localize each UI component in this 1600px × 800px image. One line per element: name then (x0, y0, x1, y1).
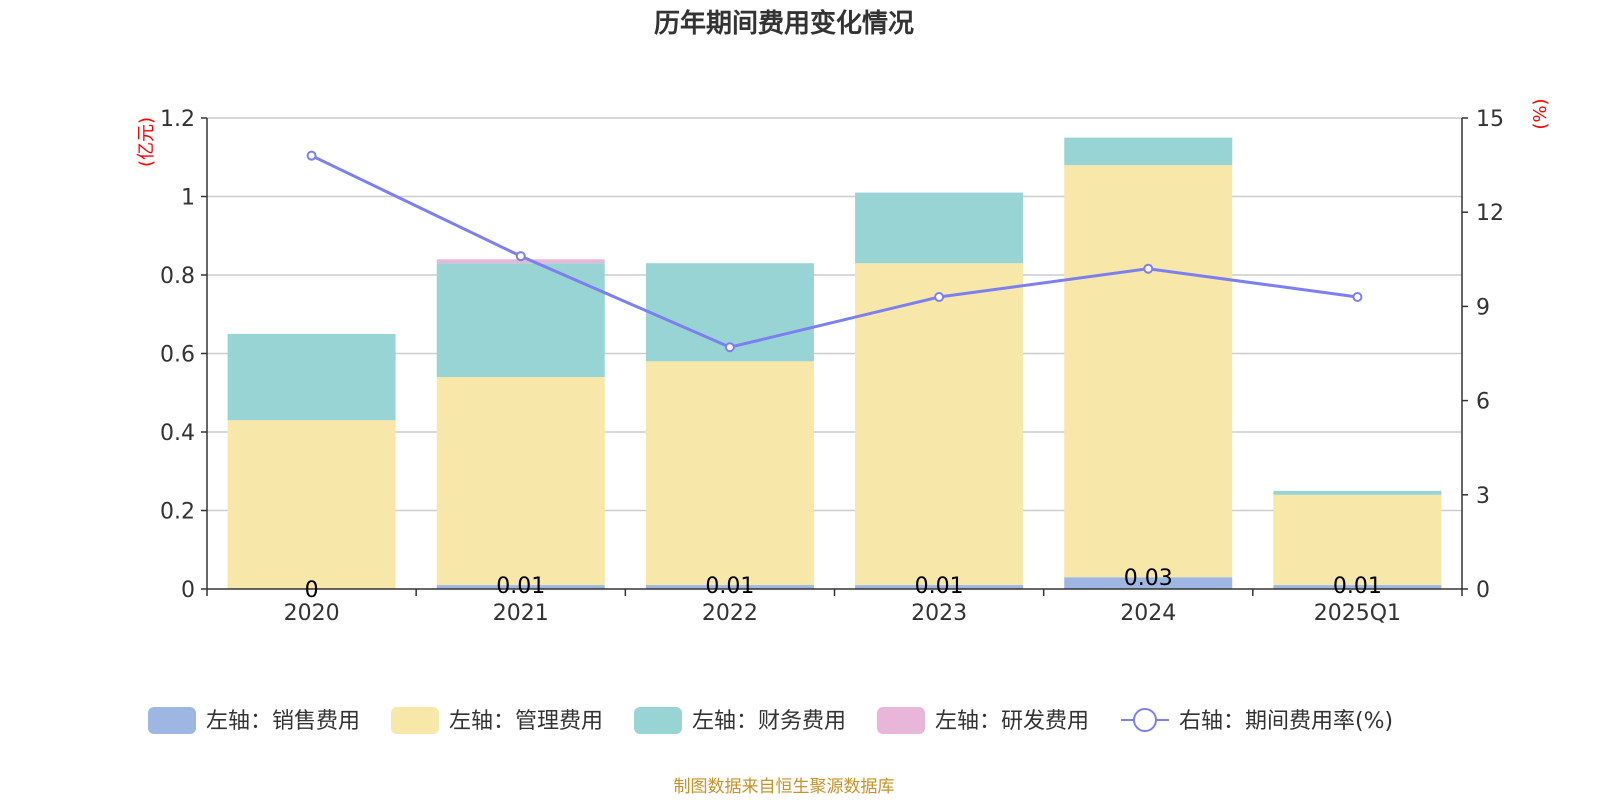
left-axis-tick-label: 1 (181, 186, 195, 211)
left-axis-tick-label: 0.4 (160, 421, 195, 446)
legend-label: 左轴：销售费用 (206, 709, 360, 734)
legend-label: 左轴：财务费用 (692, 709, 846, 734)
rate-point (724, 342, 735, 353)
x-axis-tick-label: 2021 (493, 601, 549, 626)
rate-point (1143, 263, 1154, 274)
rate-point (515, 251, 526, 262)
bar-segment (1273, 585, 1442, 589)
legend-swatch (148, 707, 196, 734)
data-labels: 0 0.01 0.01 0.01 0.03 0.01 (305, 566, 1382, 603)
bar-segment (436, 377, 605, 586)
left-axis-tick-label: 0.2 (160, 500, 195, 525)
bar-value-label: 0.01 (1333, 574, 1382, 599)
legend-swatch (391, 707, 439, 734)
bar-value-label: 0.01 (496, 574, 545, 599)
legend-item[interactable]: 左轴：管理费用 (391, 707, 603, 734)
legend[interactable]: 左轴：销售费用 左轴：管理费用 左轴：财务费用 左轴：研发费用 右轴：期间费用率(%) (148, 707, 1393, 734)
gridlines (207, 117, 1462, 512)
right-axis-tick-label: 3 (1476, 484, 1490, 509)
x-axis-tick-label: 2022 (702, 601, 758, 626)
legend-swatch (634, 707, 682, 734)
bar-segment (227, 333, 396, 421)
right-axis-tick-label: 6 (1476, 390, 1490, 415)
legend-item[interactable]: 左轴：销售费用 (148, 707, 360, 734)
x-axis-tick-label: 2024 (1120, 601, 1176, 626)
legend-item[interactable]: 右轴：期间费用率(%) (1121, 708, 1393, 734)
bar-segment (1064, 577, 1233, 589)
rate-point (306, 150, 317, 161)
left-axis-tick-label: 1.2 (160, 107, 195, 132)
legend-item[interactable]: 左轴：财务费用 (634, 707, 846, 734)
bar-segment (855, 192, 1024, 264)
bar-segment (436, 585, 605, 589)
left-axis-tick-label: 0.8 (160, 264, 195, 289)
bar-segment (436, 263, 605, 378)
bar-segment (436, 259, 605, 264)
left-axis-unit: (亿元) (136, 117, 157, 167)
right-axis-tick-label: 0 (1476, 578, 1490, 603)
left-axis-tick-label: 0.6 (160, 343, 195, 368)
bar-segment (855, 585, 1024, 589)
bar-segment (645, 361, 814, 586)
legend-swatch (877, 707, 925, 734)
left-axis-tick-label: 0 (181, 578, 195, 603)
x-axis-tick-label: 2020 (284, 601, 340, 626)
bar-segment (855, 263, 1024, 586)
legend-item[interactable]: 左轴：研发费用 (877, 707, 1089, 734)
axes: 0 0.2 0.4 0.6 0.8 1 1.2 0 3 6 9 12 15 2020 2021 2022 202… (160, 107, 1504, 626)
right-axis-tick-label: 15 (1476, 107, 1504, 132)
bar-segment (645, 585, 814, 589)
right-axis-tick-label: 9 (1476, 295, 1490, 320)
bar-value-label: 0 (305, 578, 319, 603)
rate-line-path (310, 154, 1358, 349)
chart-title: 历年期间费用变化情况 (654, 8, 914, 39)
x-axis-tick-label: 2023 (911, 601, 967, 626)
rate-point (1352, 291, 1363, 302)
rate-line (306, 150, 1363, 353)
bar-value-label: 0.01 (915, 574, 964, 599)
legend-label: 左轴：研发费用 (935, 709, 1089, 734)
legend-marker (1133, 708, 1157, 732)
right-axis-unit: (%) (1530, 98, 1551, 129)
legend-label: 右轴：期间费用率(%) (1179, 709, 1393, 734)
bar-segment (1064, 137, 1233, 166)
bar-value-label: 0.03 (1124, 566, 1173, 591)
bar-value-label: 0.01 (705, 574, 754, 599)
right-axis-tick-label: 12 (1476, 201, 1504, 226)
bar-segment (227, 420, 396, 589)
bar-segment (1064, 165, 1233, 578)
legend-label: 左轴：管理费用 (449, 709, 603, 734)
rate-point (934, 291, 945, 302)
source-note: 制图数据来自恒生聚源数据库 (674, 777, 895, 797)
bar-segment (1273, 494, 1442, 586)
x-axis-tick-label: 2025Q1 (1314, 601, 1401, 626)
bar-segment (1273, 490, 1442, 495)
bars (227, 137, 1442, 589)
